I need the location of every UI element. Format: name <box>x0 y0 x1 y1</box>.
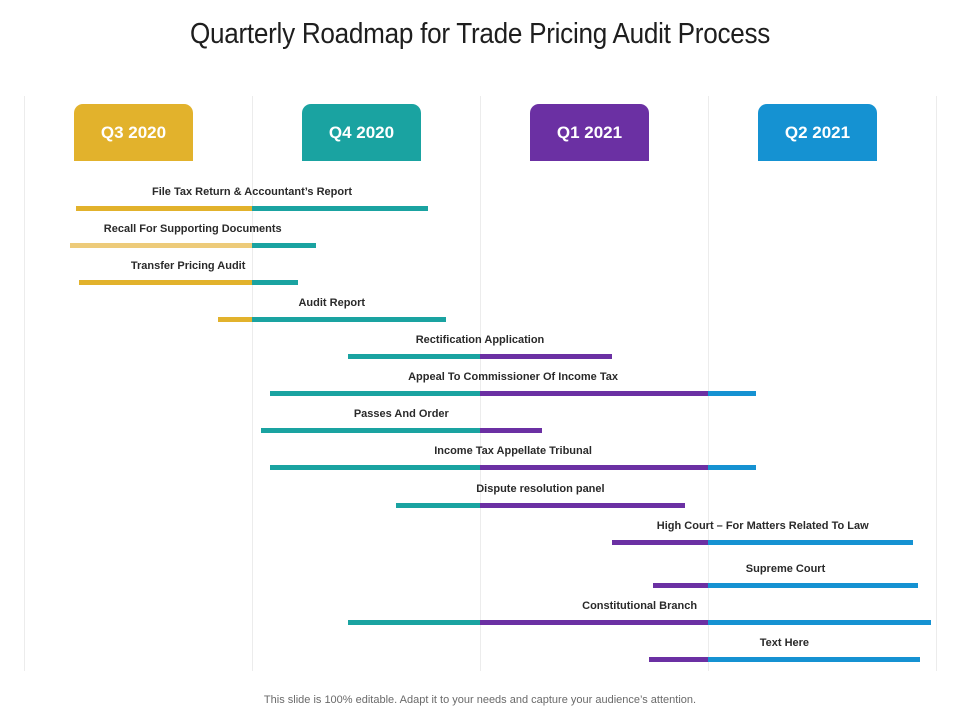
task-bar-segment <box>480 428 542 433</box>
task-label: Passes And Order <box>353 408 449 420</box>
task-label: Recall For Supporting Documents <box>103 223 282 235</box>
task-bar-segment <box>270 465 480 470</box>
task-bar-segment <box>270 391 480 396</box>
footer-note: This slide is 100% editable. Adapt it to… <box>263 694 697 706</box>
quarter-header: Q3 2020 <box>74 104 193 161</box>
task-bar-segment <box>708 583 918 588</box>
task-bar-segment <box>708 657 921 662</box>
task-label: High Court – For Matters Related To Law <box>656 520 869 532</box>
quarter-header: Q4 2020 <box>302 104 421 161</box>
task-bar-segment <box>347 620 480 625</box>
task-label: Text Here <box>759 637 810 649</box>
task-bar-segment <box>648 657 708 662</box>
task-label: Constitutional Branch <box>582 600 698 612</box>
task-label: Audit Report <box>298 297 366 309</box>
task-bar-segment <box>76 206 252 211</box>
gridline <box>708 96 709 671</box>
gridline <box>24 96 25 671</box>
gridline <box>936 96 937 671</box>
task-bar-segment <box>78 280 252 285</box>
quarter-header: Q1 2021 <box>530 104 649 161</box>
task-bar-segment <box>480 503 686 508</box>
task-bar-segment <box>347 354 480 359</box>
task-bar-segment <box>708 391 756 396</box>
task-label: File Tax Return & Accountant’s Report <box>151 186 353 198</box>
task-label: Rectification Application <box>415 334 545 346</box>
task-bar-segment <box>395 503 480 508</box>
task-bar-segment <box>252 280 298 285</box>
task-bar-segment <box>480 354 613 359</box>
task-bar-segment <box>480 620 708 625</box>
task-bar-segment <box>480 465 708 470</box>
task-bar-segment <box>217 317 252 322</box>
task-bar-segment <box>252 243 316 248</box>
task-bar-segment <box>480 391 708 396</box>
task-bar-segment <box>708 540 914 545</box>
quarter-header: Q2 2021 <box>758 104 877 161</box>
task-bar-segment <box>708 465 756 470</box>
page-title: Quarterly Roadmap for Trade Pricing Audi… <box>189 18 771 50</box>
task-bar-segment <box>252 317 446 322</box>
task-label: Dispute resolution panel <box>476 483 605 495</box>
task-label: Income Tax Appellate Tribunal <box>434 445 592 457</box>
task-bar-segment <box>69 243 252 248</box>
task-label: Supreme Court <box>745 563 826 575</box>
gridline <box>252 96 253 671</box>
task-bar-segment <box>708 620 932 625</box>
task-label: Appeal To Commissioner Of Income Tax <box>408 371 618 383</box>
task-bar-segment <box>653 583 708 588</box>
gridline <box>480 96 481 671</box>
task-bar-segment <box>261 428 480 433</box>
task-bar-segment <box>252 206 428 211</box>
task-label: Transfer Pricing Audit <box>130 260 246 272</box>
task-bar-segment <box>612 540 708 545</box>
